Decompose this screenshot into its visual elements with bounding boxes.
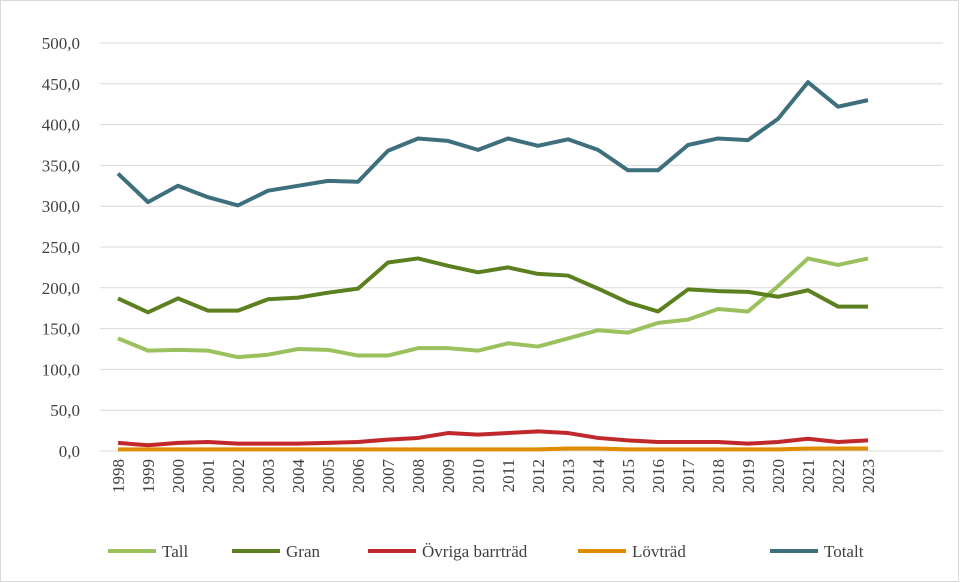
y-tick-label: 100,0: [42, 360, 80, 379]
x-tick-label: 2016: [649, 459, 668, 493]
legend-label: Lövträd: [632, 542, 686, 561]
x-tick-label: 2019: [739, 459, 758, 493]
x-tick-label: 2007: [379, 459, 398, 494]
x-tick-label: 1998: [109, 459, 128, 493]
x-tick-label: 2005: [319, 459, 338, 493]
x-tick-label: 2018: [709, 459, 728, 493]
y-tick-label: 300,0: [42, 197, 80, 216]
legend-label: Gran: [286, 542, 320, 561]
x-tick-label: 2020: [769, 459, 788, 493]
x-tick-label: 2002: [229, 459, 248, 493]
x-tick-label: 2015: [619, 459, 638, 493]
x-tick-label: 2008: [409, 459, 428, 493]
series-line: [117, 256, 869, 360]
x-tick-label: 1999: [139, 459, 158, 493]
y-tick-label: 250,0: [42, 238, 80, 257]
series-line: [116, 80, 869, 208]
x-tick-label: 2021: [799, 459, 818, 493]
y-tick-label: 500,0: [42, 34, 80, 53]
y-tick-label: 350,0: [42, 156, 80, 175]
x-tick-label: 2004: [289, 459, 308, 494]
x-tick-label: 2003: [259, 459, 278, 493]
y-tick-label: 200,0: [42, 279, 80, 298]
legend-label: Totalt: [824, 542, 864, 561]
x-tick-label: 2012: [529, 459, 548, 493]
series-line: [117, 256, 868, 315]
x-tick-label: 2013: [559, 459, 578, 493]
series-line: [118, 446, 868, 452]
x-tick-label: 2001: [199, 459, 218, 493]
x-tick-label: 2014: [589, 459, 608, 494]
x-tick-label: 2023: [859, 459, 878, 493]
y-tick-label: 450,0: [42, 75, 80, 94]
y-tick-label: 150,0: [42, 320, 80, 339]
x-tick-label: 2009: [439, 459, 458, 493]
y-tick-label: 0,0: [59, 442, 80, 461]
x-tick-label: 2011: [499, 459, 518, 492]
x-tick-label: 2017: [679, 459, 698, 494]
x-tick-label: 2022: [829, 459, 848, 493]
x-tick-label: 2010: [469, 459, 488, 493]
series-line: [117, 429, 869, 448]
legend-label: Tall: [162, 542, 188, 561]
legend-label: Övriga barrträd: [422, 542, 528, 561]
y-tick-label: 50,0: [50, 401, 80, 420]
x-tick-label: 2000: [169, 459, 188, 493]
y-tick-label: 400,0: [42, 116, 80, 135]
x-tick-label: 2006: [349, 459, 368, 493]
